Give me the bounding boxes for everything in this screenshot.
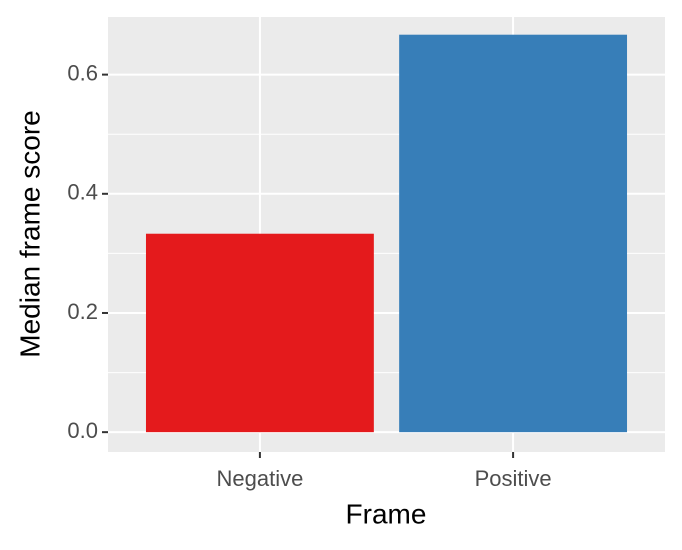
x-axis-title: Frame: [346, 498, 427, 529]
bar: [399, 34, 628, 433]
bar: [145, 233, 374, 433]
y-tick-label: 0.2: [67, 299, 98, 324]
y-tick-label: 0.4: [67, 180, 98, 205]
y-tick-label: 0.6: [67, 60, 98, 85]
y-tick-label: 0.0: [67, 418, 98, 443]
x-tick-label: Positive: [475, 466, 552, 491]
x-tick-label: Negative: [216, 466, 303, 491]
y-axis-title: Median frame score: [14, 110, 45, 357]
